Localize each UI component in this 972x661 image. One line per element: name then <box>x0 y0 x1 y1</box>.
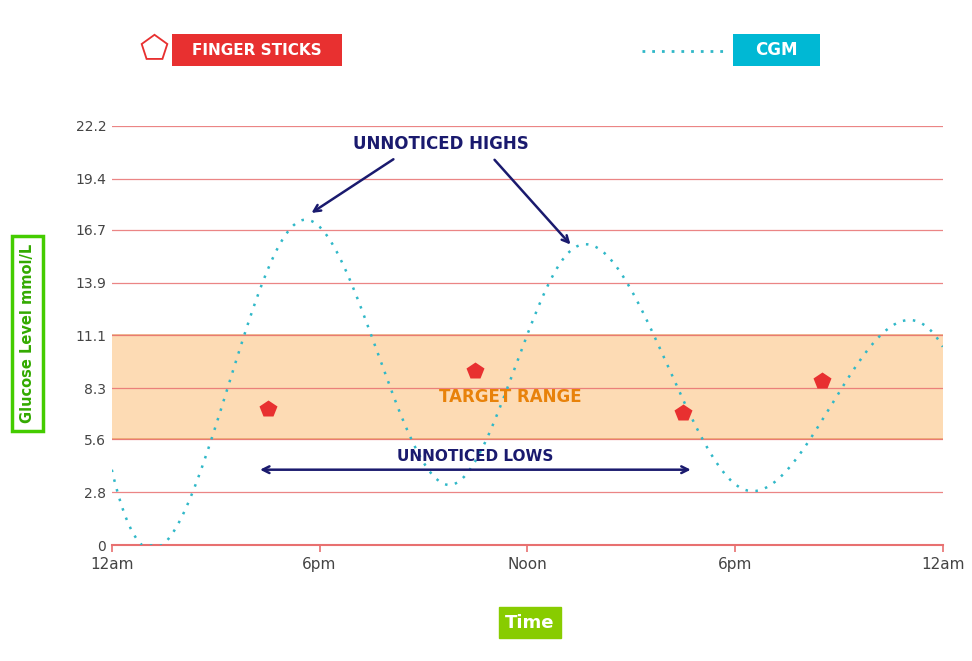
Text: CGM: CGM <box>755 41 798 59</box>
Text: Glucose Level mmol/L: Glucose Level mmol/L <box>19 244 35 424</box>
Text: © TheDiabetesCouncil.com: © TheDiabetesCouncil.com <box>372 628 600 646</box>
Text: ⬠: ⬠ <box>139 33 168 66</box>
Text: FINGER STICKS: FINGER STICKS <box>191 43 322 58</box>
Text: UNNOTICED HIGHS: UNNOTICED HIGHS <box>353 136 529 153</box>
Text: TARGET RANGE: TARGET RANGE <box>438 388 581 406</box>
Text: UNNOTICED LOWS: UNNOTICED LOWS <box>398 449 554 464</box>
Bar <box>112 335 943 440</box>
Text: Time: Time <box>505 613 554 632</box>
